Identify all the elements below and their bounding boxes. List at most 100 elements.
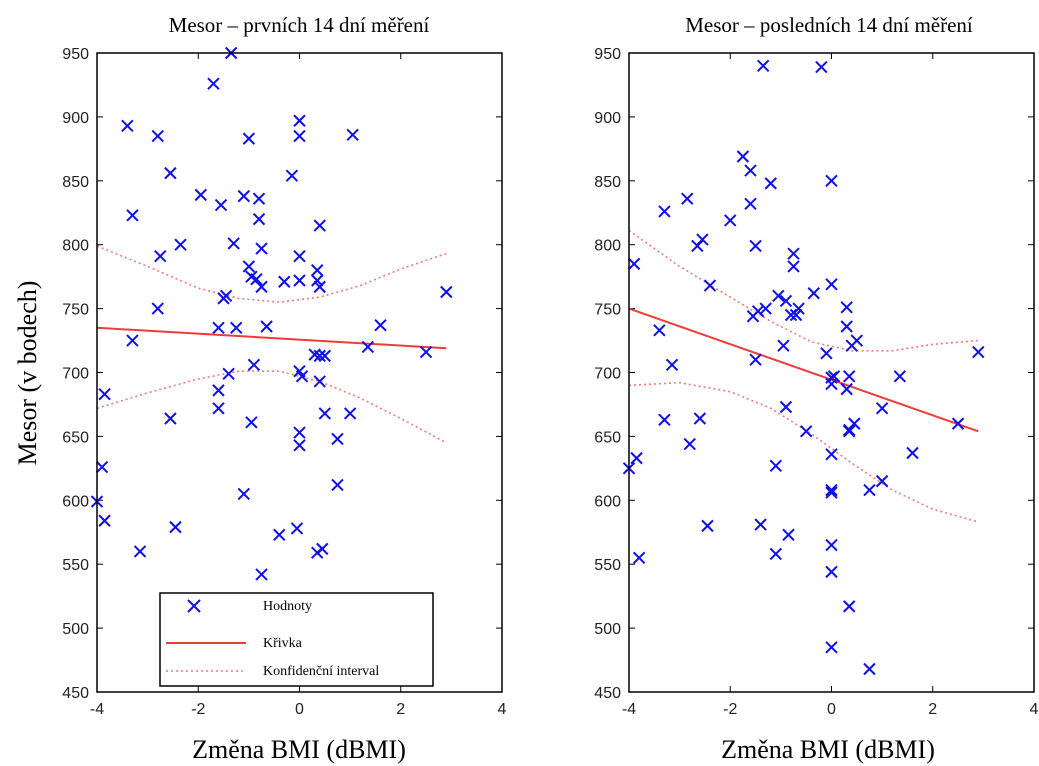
point-stroke	[214, 198, 228, 212]
right-data-point	[665, 358, 679, 372]
point-stroke	[681, 192, 694, 205]
left-x-tick-label: 4	[498, 701, 507, 718]
right-plot-frame	[628, 52, 1035, 693]
point-stroke	[252, 212, 266, 226]
left-data-point	[237, 487, 251, 501]
left-data-point	[318, 407, 332, 420]
point-stroke	[751, 304, 765, 318]
left-data-point	[293, 274, 306, 287]
right-data-point	[772, 289, 785, 303]
point-stroke	[361, 340, 375, 354]
point-stroke	[230, 321, 243, 334]
right-y-tick-label: 750	[594, 302, 621, 319]
point-stroke	[696, 233, 709, 246]
left-data-point	[95, 460, 109, 474]
point-stroke	[825, 174, 838, 188]
right-x-axis-label: Změna BMI (dBMI)	[721, 735, 935, 764]
left-data-point	[151, 302, 164, 315]
point-stroke	[237, 487, 251, 501]
point-stroke	[207, 77, 220, 90]
point-stroke	[627, 257, 641, 271]
right-data-point	[840, 382, 853, 396]
point-stroke	[278, 275, 291, 288]
point-stroke	[313, 219, 326, 232]
right-data-point	[779, 400, 793, 414]
point-stroke	[893, 370, 907, 383]
left-x-tick-label: 0	[295, 701, 304, 718]
right-data-point	[840, 320, 853, 333]
point-stroke	[126, 334, 139, 347]
left-data-point	[293, 426, 306, 439]
point-stroke	[825, 278, 838, 291]
point-stroke	[169, 520, 182, 534]
left-data-point	[346, 128, 359, 141]
point-stroke	[863, 662, 876, 676]
left-y-tick-label: 900	[62, 110, 89, 127]
left-x-tick-label: -4	[90, 701, 104, 718]
point-stroke	[840, 382, 853, 396]
right-data-point	[825, 448, 838, 461]
right-data-point	[693, 412, 707, 425]
point-stroke	[756, 59, 770, 72]
point-stroke	[313, 349, 326, 363]
point-stroke	[779, 400, 793, 414]
left-chart-marks: 450 500 550 600 650 700 750 800 850 900 950 -4 -2 0 2 4	[62, 46, 506, 718]
point-stroke	[658, 205, 671, 218]
left-data-point	[247, 358, 261, 372]
right-data-point	[825, 174, 838, 188]
point-stroke	[285, 169, 299, 182]
right-data-point	[863, 662, 876, 676]
point-stroke	[164, 412, 177, 425]
point-stroke	[174, 238, 187, 251]
right-data-point	[825, 377, 838, 391]
left-chart-title: Mesor – prvních 14 dní měření	[169, 13, 430, 37]
point-stroke	[212, 384, 225, 397]
point-stroke	[665, 358, 679, 372]
point-stroke	[95, 460, 109, 474]
right-data-point	[751, 304, 765, 318]
point-stroke	[683, 437, 696, 451]
point-stroke	[247, 358, 261, 372]
right-data-point	[972, 345, 985, 359]
point-stroke	[951, 417, 965, 430]
right-data-point	[825, 538, 838, 552]
left-y-tick-label: 750	[62, 302, 89, 319]
right-panel: Mesor – posledních 14 dní měření Změna B…	[594, 13, 1038, 764]
right-data-point	[683, 437, 696, 451]
right-data-point	[627, 257, 641, 271]
right-x-tick-label: 4	[1030, 701, 1039, 718]
left-data-point	[98, 514, 111, 527]
left-data-point	[164, 166, 177, 180]
right-y-tick-label: 900	[594, 110, 621, 127]
point-stroke	[701, 519, 714, 533]
right-data-point	[703, 279, 717, 292]
legend-box	[159, 592, 434, 687]
point-stroke	[318, 407, 332, 420]
point-stroke	[772, 289, 785, 303]
legend-entry-points: Hodnoty	[263, 599, 312, 614]
point-stroke	[754, 518, 767, 531]
left-data-point	[214, 198, 228, 212]
left-y-tick-label: 700	[62, 366, 89, 383]
point-stroke	[825, 486, 838, 499]
point-stroke	[237, 189, 251, 203]
right-data-point	[744, 164, 757, 177]
right-data-point	[787, 247, 800, 260]
point-stroke	[799, 425, 813, 438]
point-stroke	[374, 319, 387, 332]
point-stroke	[255, 280, 268, 294]
right-data-point	[769, 547, 783, 561]
point-stroke	[875, 402, 889, 415]
left-data-point	[293, 439, 306, 452]
left-data-point	[174, 238, 187, 251]
right-data-point	[779, 294, 793, 308]
right-data-point	[724, 214, 737, 227]
right-data-point	[843, 600, 856, 613]
right-data-point	[789, 308, 803, 322]
point-stroke	[245, 270, 258, 283]
left-ci-upper	[96, 245, 447, 304]
point-stroke	[764, 177, 777, 190]
left-data-point	[164, 412, 177, 425]
left-data-point	[255, 280, 268, 294]
right-data-point	[875, 474, 889, 488]
